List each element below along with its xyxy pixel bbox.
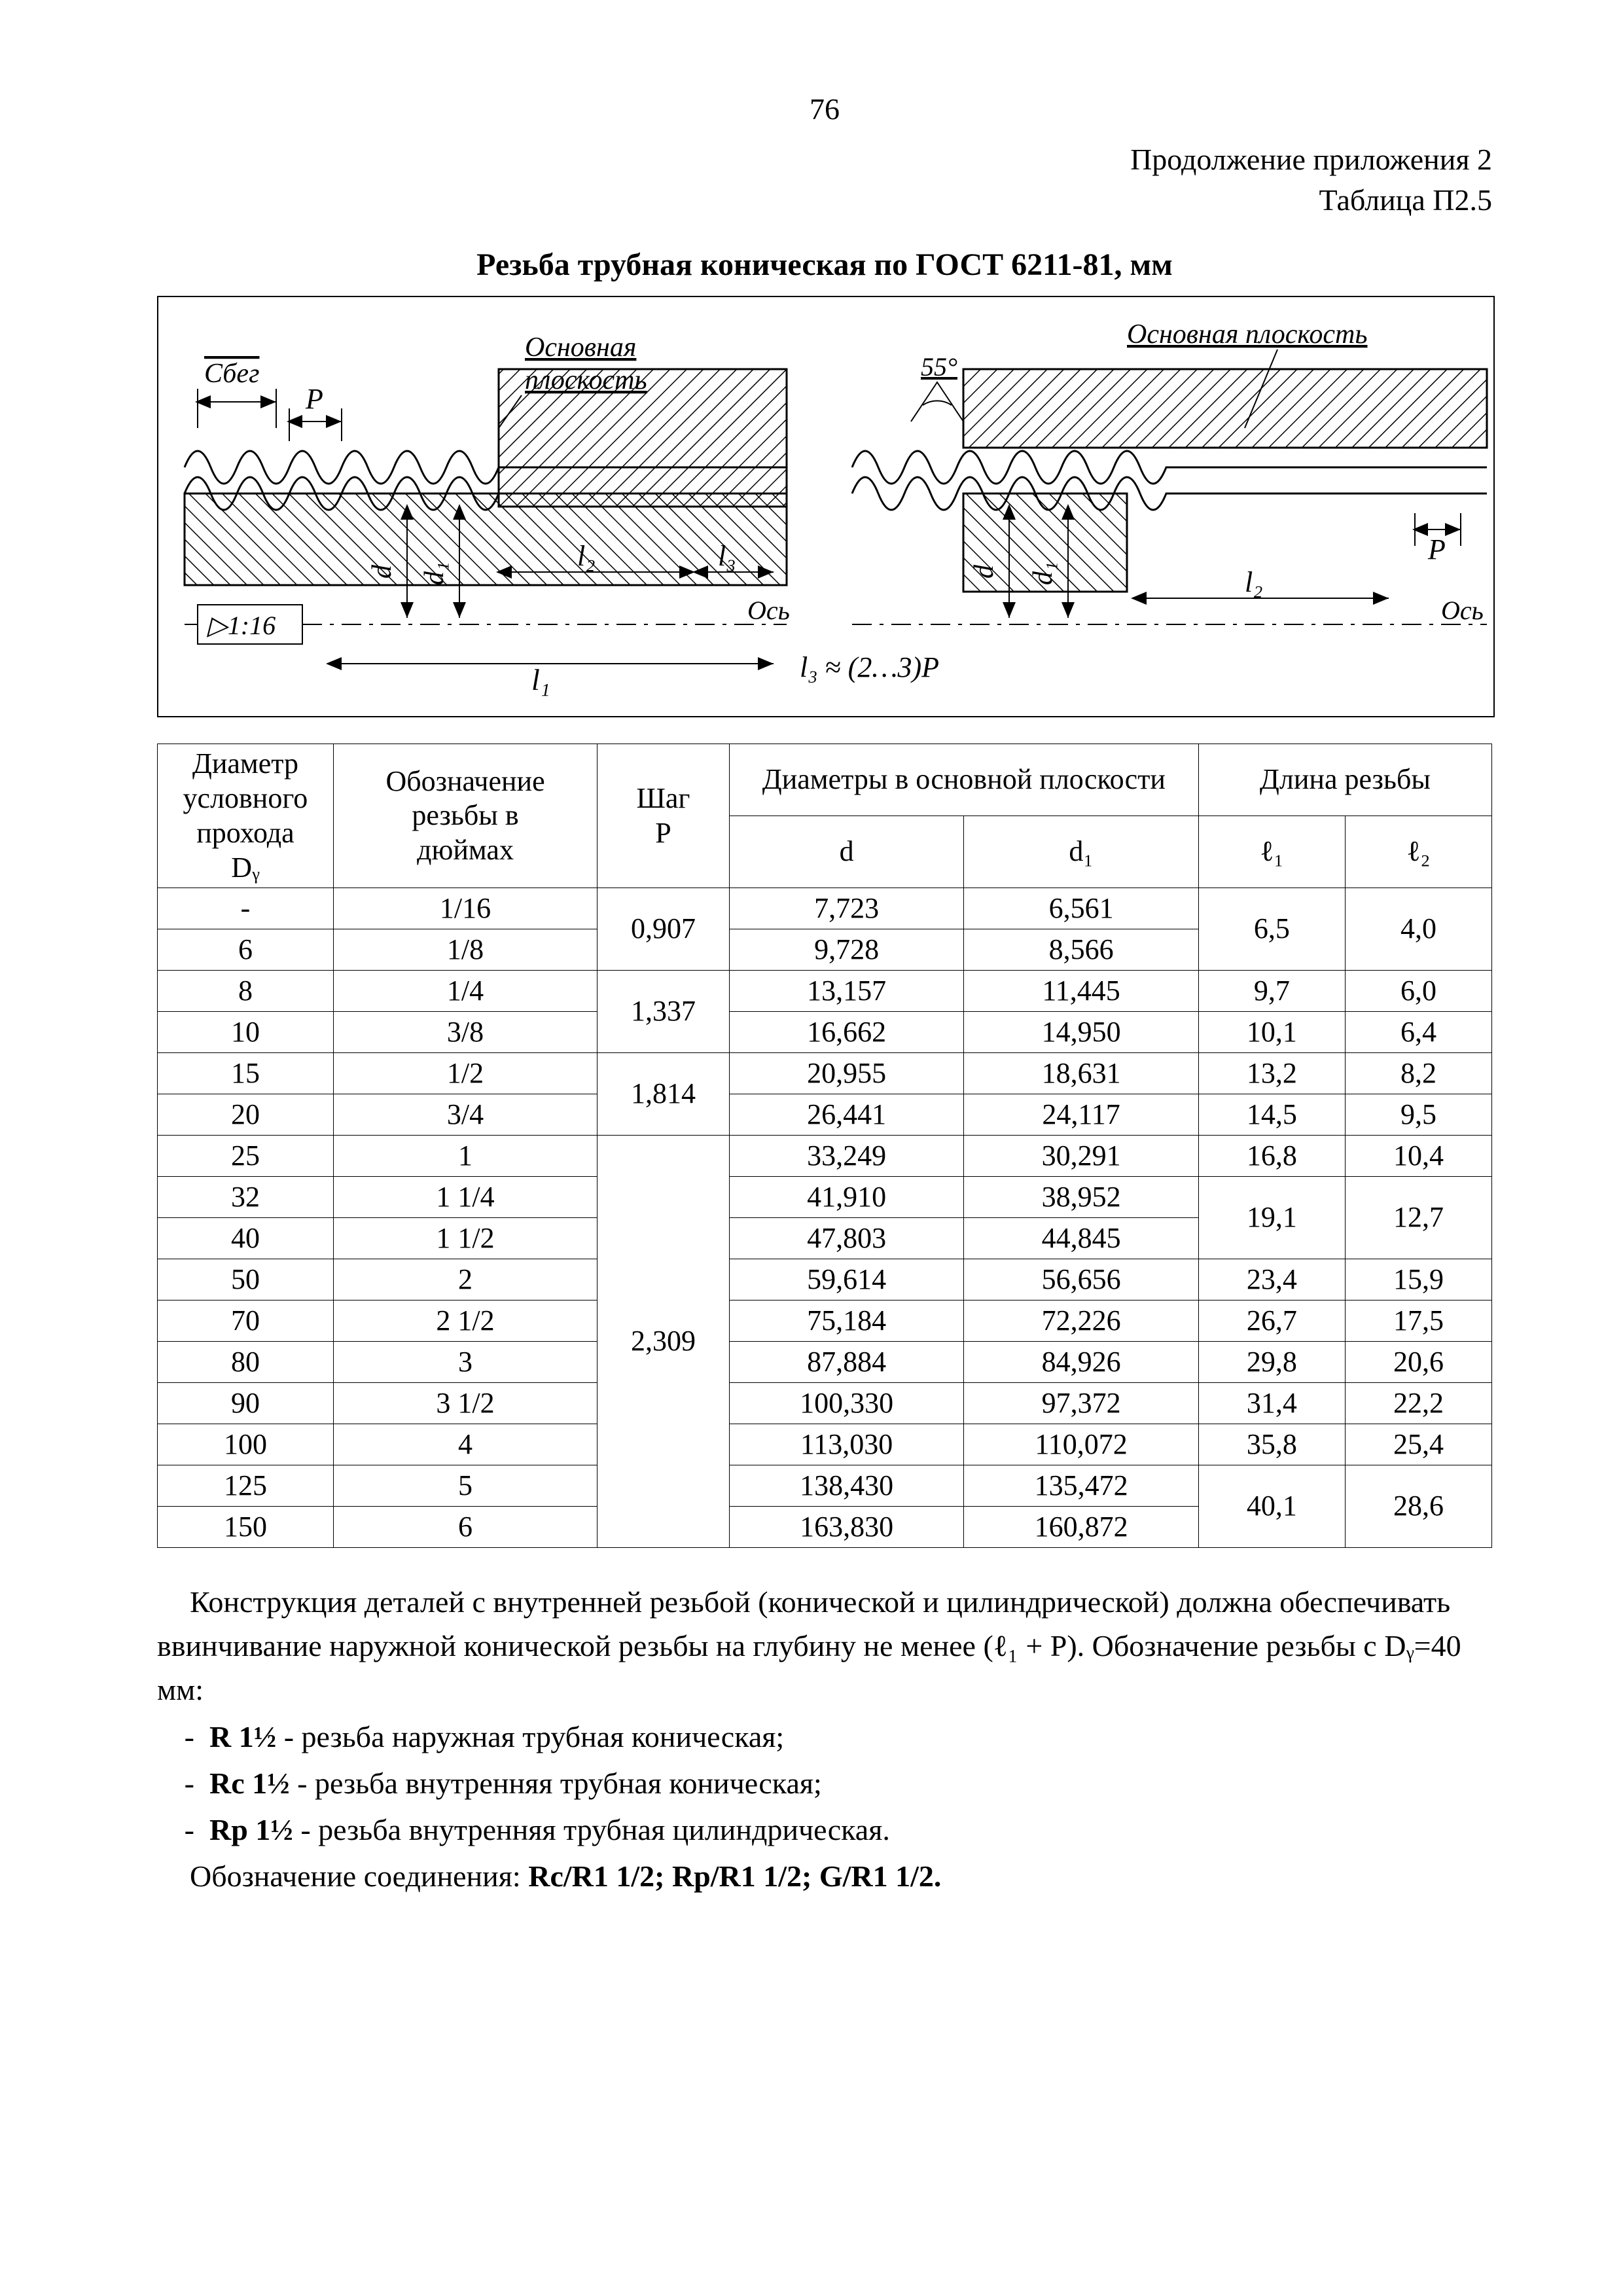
table-row: 903 1/2100,33097,37231,422,2 [158,1383,1492,1424]
th-name: Обозначение резьбы в дюймах [333,744,597,888]
table-row: 1004113,030110,07235,825,4 [158,1424,1492,1465]
table-row: 80387,88484,92629,820,6 [158,1342,1492,1383]
header-line1: Продолжение приложения 2 [157,139,1492,180]
table-row: 321 1/441,91038,95219,112,7 [158,1177,1492,1218]
section-title: Резьба трубная коническая по ГОСТ 6211-8… [157,247,1492,283]
th-len-group: Длина резьбы [1198,744,1491,816]
header-right: Продолжение приложения 2 Таблица П2.5 [157,139,1492,221]
th-d1: d₁ [964,816,1199,888]
label-osnov-r: Основная плоскость [1127,319,1368,350]
label-l2-left: l₂ [577,540,596,572]
label-d1-left: d₁ [419,562,450,586]
page-number: 76 [157,92,1492,126]
table-row: 151/21,81420,95518,63113,28,2 [158,1053,1492,1094]
table-row: 1255138,430135,47240,128,6 [158,1465,1492,1507]
label-p-left: P [305,383,323,415]
label-d-left: d [367,564,397,579]
label-l1-left: l₁ [531,663,550,696]
diagram-svg: Ось Сбег P Основная плоскость ▷1:16 [158,297,1493,716]
th-l1: ℓ₁ [1198,816,1345,888]
label-d1-right: d₁ [1028,562,1058,586]
notes-item3: Rр 1½ - резьба внутренняя трубная цилинд… [209,1808,1492,1852]
th-l2: ℓ₂ [1345,816,1491,888]
table-row: 103/816,66214,95010,16,4 [158,1012,1492,1053]
label-p-right: P [1427,533,1446,565]
label-d-right: d [969,564,999,579]
th-dy: Диаметр условного прохода Dᵧ [158,744,334,888]
notes-connection: Обозначение соединения: Rс/R1 1/2; Rр/R1… [157,1855,1492,1899]
thread-table: Диаметр условного прохода Dᵧ Обозначение… [157,744,1492,1548]
axis-label-right: Ось [1441,596,1484,625]
notes-item2: Rс 1½ - резьба внутренняя трубная кониче… [209,1762,1492,1806]
table-row: 203/426,44124,11714,59,5 [158,1094,1492,1136]
label-taper: ▷1:16 [206,611,276,640]
label-l2-right: l₂ [1245,566,1263,598]
thread-diagram: Ось Сбег P Основная плоскость ▷1:16 [157,296,1495,717]
header-line2: Таблица П2.5 [157,180,1492,221]
table-row: -1/160,9077,7236,5616,54,0 [158,888,1492,929]
axis-label-left: Ось [747,596,790,625]
label-sbeq: Сбег [204,359,259,389]
th-d: d [729,816,964,888]
th-diam-group: Диаметры в основной плоскости [729,744,1198,816]
table-row: 50259,61456,65623,415,9 [158,1259,1492,1300]
label-l3eq: l₃ ≈ (2…3)P [800,651,939,683]
notes-para1: Конструкция деталей с внутренней резьбой… [157,1581,1492,1712]
label-osnov-l2: плоскость [525,365,647,395]
label-angle: 55° [921,352,957,382]
th-p: Шаг P [597,744,730,888]
table-body: -1/160,9077,7236,5616,54,061/89,7288,566… [158,888,1492,1548]
label-osnov-l1: Основная [525,332,636,363]
label-l3-left: l₃ [718,540,736,572]
notes-item1: R 1½ - резьба наружная трубная коническа… [209,1715,1492,1759]
table-row: 81/41,33713,15711,4459,76,0 [158,971,1492,1012]
notes-block: Конструкция деталей с внутренней резьбой… [157,1581,1492,1898]
table-row: 2512,30933,24930,29116,810,4 [158,1136,1492,1177]
table-row: 702 1/275,18472,22626,717,5 [158,1300,1492,1342]
